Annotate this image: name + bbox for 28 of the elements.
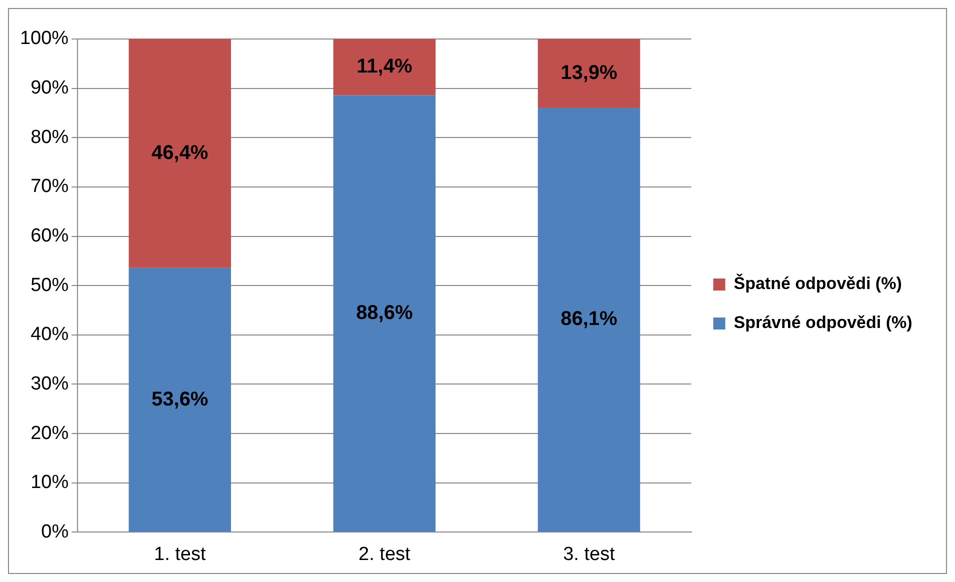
data-label: 86,1% (560, 308, 618, 330)
bar (128, 39, 232, 268)
data-label: 46,4% (152, 142, 208, 164)
legend-label: Správné odpovědi (%) (734, 313, 912, 332)
bar (333, 95, 436, 532)
data-label: 88,6% (356, 302, 413, 324)
y-tick-label: 10% (30, 472, 69, 494)
y-tick-label: 40% (30, 324, 69, 346)
x-tick-label: 3. test (563, 544, 616, 565)
data-label: 13,9% (560, 62, 618, 84)
bar (538, 108, 640, 532)
legend-label: Špatné odpovědi (%) (734, 273, 902, 294)
y-tick-label: 50% (30, 274, 69, 296)
y-tick-label: 30% (30, 373, 69, 394)
bar (128, 268, 232, 532)
y-tick-label: 80% (30, 126, 69, 148)
data-label: 11,4% (356, 56, 412, 78)
y-tick-label: 90% (30, 78, 69, 99)
y-tick-label: 20% (30, 422, 69, 444)
data-label: 53,6% (152, 388, 208, 410)
bar (538, 39, 640, 108)
y-tick-label: 60% (30, 226, 69, 247)
y-tick-label: 70% (30, 176, 69, 198)
y-tick-label: 0% (41, 521, 69, 542)
bar (333, 39, 436, 96)
x-tick-label: 1. test (154, 544, 206, 565)
x-tick-label: 2. test (358, 544, 412, 565)
y-tick-label: 100% (20, 28, 69, 50)
